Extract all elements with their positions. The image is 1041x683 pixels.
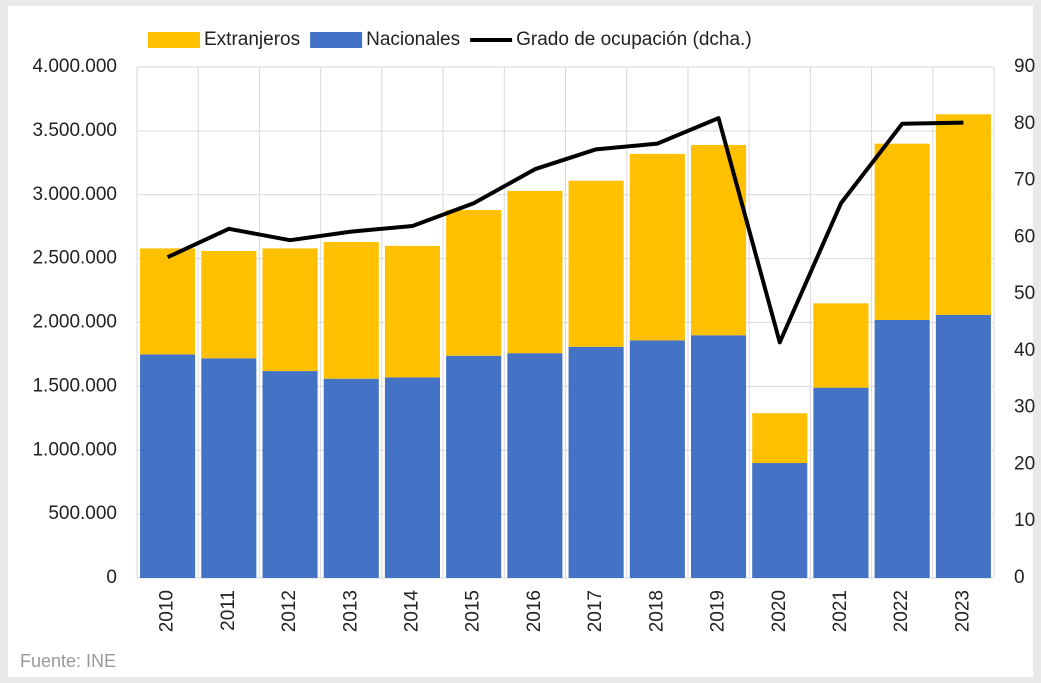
bar xyxy=(752,413,808,464)
bar xyxy=(874,143,930,320)
bar xyxy=(384,245,441,378)
bar xyxy=(201,250,257,359)
y2-tick-label: 10 xyxy=(1014,510,1035,531)
y-tick-label: 1.000.000 xyxy=(32,439,117,460)
bar xyxy=(262,248,318,372)
x-tick-label: 2020 xyxy=(769,590,790,632)
y-tick-label: 500.000 xyxy=(48,503,117,524)
legend-swatch xyxy=(148,32,200,48)
y-tick-label: 3.500.000 xyxy=(32,120,117,141)
y-tick-label: 1.500.000 xyxy=(32,375,117,396)
y2-tick-label: 50 xyxy=(1014,283,1035,304)
legend-label: Grado de ocupación (dcha.) xyxy=(516,29,752,50)
y-tick-label: 4.000.000 xyxy=(32,56,117,77)
bar xyxy=(935,114,991,315)
bar xyxy=(690,335,747,578)
y-tick-label: 3.000.000 xyxy=(32,184,117,205)
y2-tick-label: 30 xyxy=(1014,397,1035,418)
legend-label: Nacionales xyxy=(366,29,460,50)
bar xyxy=(384,377,441,578)
x-tick-label: 2023 xyxy=(952,590,973,632)
x-tick-label: 2018 xyxy=(646,590,667,632)
bar xyxy=(813,303,869,388)
y2-tick-label: 80 xyxy=(1014,113,1035,134)
y-tick-label: 2.500.000 xyxy=(32,248,117,269)
bar xyxy=(752,463,808,578)
bar xyxy=(813,387,869,578)
x-tick-label: 2021 xyxy=(830,590,851,632)
x-tick-label: 2022 xyxy=(891,590,912,632)
y2-tick-label: 40 xyxy=(1014,340,1035,361)
source: Fuente: INE xyxy=(20,651,116,671)
x-tick-label: 2010 xyxy=(157,590,178,632)
line xyxy=(166,116,964,345)
bar xyxy=(507,190,563,354)
legend-swatch xyxy=(310,32,363,48)
bar xyxy=(262,371,318,578)
bar xyxy=(201,358,257,578)
y-tick-label: 0 xyxy=(106,567,117,588)
bar xyxy=(446,355,502,578)
bar xyxy=(874,319,930,578)
y-tick-label: 2.000.000 xyxy=(32,312,117,333)
y2-tick-label: 70 xyxy=(1014,170,1035,191)
bar xyxy=(568,180,624,347)
x-tick-label: 2013 xyxy=(340,590,361,632)
x-tick-label: 2012 xyxy=(279,590,300,632)
bar xyxy=(629,340,685,578)
y2-tick-label: 60 xyxy=(1014,226,1035,247)
y2-tick-label: 90 xyxy=(1014,56,1035,77)
y2-tick-label: 20 xyxy=(1014,453,1035,474)
x-tick-label: 2019 xyxy=(708,590,729,632)
bar xyxy=(140,354,196,578)
x-tick-label: 2011 xyxy=(218,590,239,631)
bar xyxy=(446,210,502,356)
bar xyxy=(323,242,379,379)
bar xyxy=(935,314,991,578)
y2-tick-label: 0 xyxy=(1014,567,1025,588)
bar xyxy=(507,353,563,578)
bar xyxy=(629,153,685,341)
x-tick-label: 2017 xyxy=(585,590,606,632)
x-tick-label: 2015 xyxy=(463,590,484,632)
legend-label: Extranjeros xyxy=(204,29,300,50)
x-tick-label: 2016 xyxy=(524,590,545,632)
x-tick-label: 2014 xyxy=(401,590,422,633)
bar xyxy=(140,248,196,355)
bar xyxy=(323,378,379,578)
bar xyxy=(690,144,747,336)
bar xyxy=(568,346,624,578)
